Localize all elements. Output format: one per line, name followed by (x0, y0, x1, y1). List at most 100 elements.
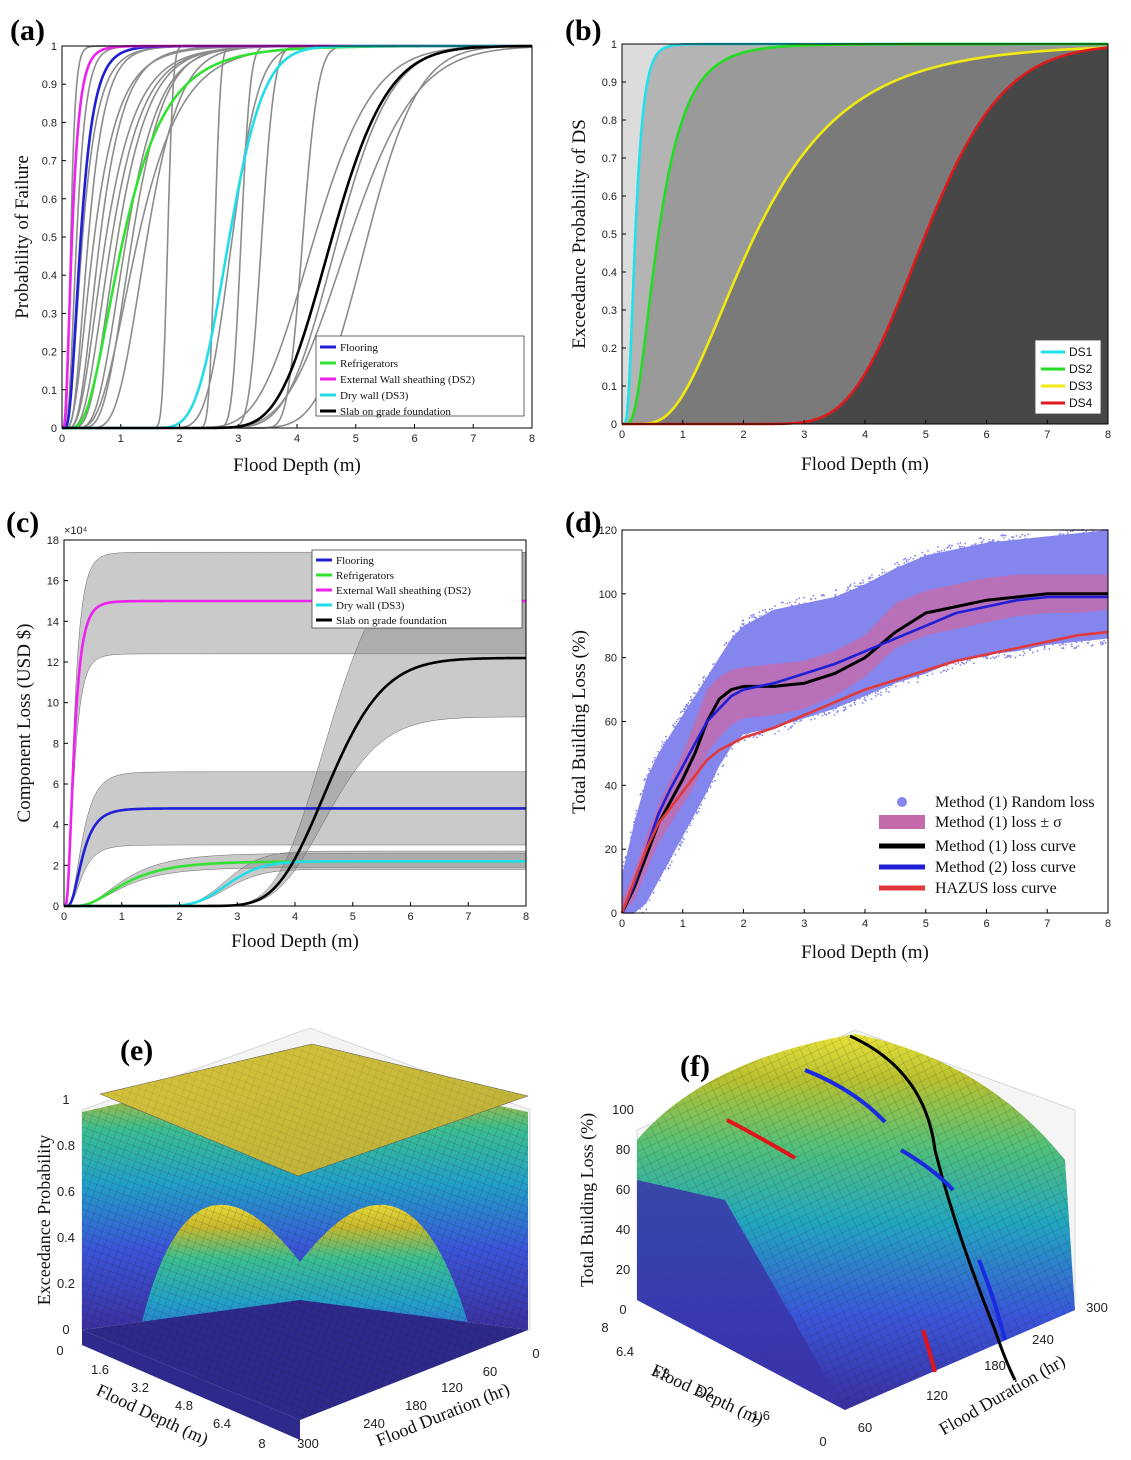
random-loss-point (889, 684, 892, 687)
random-loss-point (1066, 533, 1068, 536)
random-loss-point (993, 657, 996, 660)
random-loss-point (1024, 540, 1027, 543)
random-loss-point (902, 680, 905, 683)
random-loss-point (855, 696, 858, 699)
random-loss-point (917, 560, 920, 562)
random-loss-point (771, 724, 774, 727)
random-loss-point (698, 807, 701, 810)
random-loss-point (1052, 643, 1054, 646)
depth-tick-label: 6.4 (616, 1344, 634, 1359)
random-loss-point (748, 616, 751, 619)
random-loss-point (1024, 537, 1027, 540)
random-loss-point (907, 681, 910, 684)
random-loss-point (799, 720, 801, 723)
random-loss-point (978, 537, 981, 540)
random-loss-point (966, 659, 969, 662)
random-loss-point (771, 608, 774, 610)
random-loss-point (741, 623, 744, 625)
random-loss-point (878, 574, 881, 577)
x-tick-label: 6 (983, 918, 989, 930)
y-tick-label: 0.8 (602, 115, 617, 127)
random-loss-point (761, 609, 764, 612)
random-loss-point (997, 540, 1000, 543)
random-loss-point (657, 750, 660, 753)
random-loss-point (756, 736, 759, 739)
random-loss-point (624, 855, 627, 858)
random-loss-point (906, 678, 909, 680)
legend-label: DS1 (1069, 345, 1093, 359)
duration-tick-label: 0 (532, 1346, 539, 1361)
random-loss-point (764, 609, 766, 611)
random-loss-point (786, 602, 789, 605)
y-tick-label: 0 (53, 901, 59, 913)
y-tick-label: 0.3 (42, 308, 57, 320)
random-loss-point (1061, 639, 1064, 642)
random-loss-point (713, 775, 715, 778)
y-tick-label: 0.5 (602, 229, 617, 241)
z-tick-label: 0.2 (57, 1276, 75, 1291)
random-loss-point (698, 802, 701, 804)
random-loss-point (730, 638, 733, 641)
depth-ticks: 8 6.4 4.8 3.2 1.6 0 (601, 1320, 826, 1449)
random-loss-point (751, 616, 753, 619)
random-loss-point (1080, 532, 1083, 535)
z-tick-label: 0 (62, 1322, 69, 1337)
random-loss-point (739, 734, 742, 737)
z-tick-label: 60 (616, 1182, 630, 1197)
random-loss-point (723, 643, 726, 646)
random-loss-point (1004, 656, 1007, 659)
x-tick-label: 0 (59, 433, 65, 445)
depth-tick-label: 4.8 (175, 1398, 193, 1413)
y-ticks: 0 0.1 0.2 0.3 0.4 0.5 0.6 0.7 0.8 0.9 1 (602, 39, 626, 431)
legend-label: DS4 (1069, 396, 1093, 410)
random-loss-point (835, 589, 837, 592)
random-loss-point (1026, 539, 1029, 541)
random-loss-point (1085, 637, 1087, 640)
method2-surface-curve (899, 1148, 955, 1192)
random-loss-point (790, 726, 792, 729)
random-loss-point (931, 673, 934, 675)
random-loss-point (844, 708, 847, 711)
random-loss-point (879, 694, 882, 697)
depth-tick-label: 4.8 (652, 1366, 670, 1381)
random-loss-point (1062, 533, 1065, 536)
random-loss-point (682, 838, 685, 841)
random-loss-point (859, 582, 861, 585)
random-loss-point (861, 702, 864, 704)
random-loss-point (1064, 643, 1067, 646)
random-loss-point (904, 557, 906, 560)
random-loss-point (813, 717, 816, 720)
random-loss-point (1027, 533, 1030, 536)
random-loss-point (959, 547, 962, 550)
random-loss-point (659, 879, 662, 882)
random-loss-point (814, 597, 817, 600)
random-loss-point (880, 691, 882, 694)
random-loss-point (742, 619, 745, 622)
random-loss-point (652, 891, 655, 894)
random-loss-point (793, 722, 796, 725)
random-loss-point (1056, 537, 1059, 540)
random-loss-point (961, 545, 964, 548)
random-loss-point (701, 683, 704, 686)
x-axis-label: Flood Depth (m) (801, 942, 929, 963)
x-tick-label: 4 (862, 918, 868, 930)
random-loss-point (1023, 538, 1026, 541)
random-loss-point (862, 581, 865, 584)
random-loss-point (662, 743, 665, 746)
random-loss-point (940, 671, 942, 674)
legend-box (311, 549, 523, 629)
x-axis-label: Flood Depth (m) (801, 454, 929, 475)
random-loss-point (875, 689, 878, 692)
random-loss-point (814, 713, 817, 715)
random-loss-point (667, 862, 669, 865)
x-tick-label: 2 (176, 911, 182, 923)
random-loss-point (963, 545, 966, 548)
x-tick-label: 8 (1105, 429, 1111, 441)
random-loss-point (870, 698, 873, 701)
random-loss-point (691, 699, 693, 702)
random-loss-point (1012, 538, 1015, 541)
random-loss-point (905, 559, 908, 561)
z-tick-label: 1 (62, 1092, 69, 1107)
x-tick-label: 6 (411, 433, 417, 445)
x-tick-label: 0 (619, 429, 625, 441)
